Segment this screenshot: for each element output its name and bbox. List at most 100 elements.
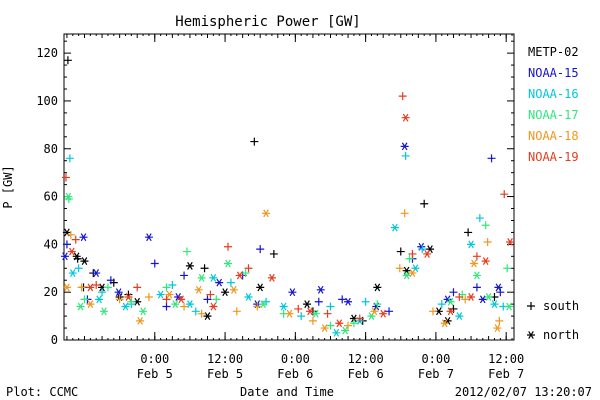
noaa-15-north-point [316,285,325,294]
noaa-19-north-point [86,283,95,292]
noaa-16-south-point [297,312,306,321]
metp-02-north-point [203,312,212,321]
metp-02-south-point [269,249,278,258]
noaa-17-south-point [182,247,191,256]
noaa-16-north-point [121,302,130,311]
noaa-17-south-point [212,295,221,304]
noaa-17-north-point [76,302,85,311]
noaa-17-south-point [80,295,89,304]
x-tick-time: 12:00 [488,352,524,366]
y-tick-label: 80 [44,142,58,156]
noaa-18-south-point [253,302,262,311]
plot-credit: Plot: CCMC [6,385,78,399]
noaa-19-south-point [223,242,232,251]
legend-south-marker [527,302,535,310]
noaa-15-south-point [338,295,347,304]
noaa-15-north-point [60,252,69,261]
legend-series-label: NOAA-17 [528,108,579,122]
noaa-19-south-point [71,235,80,244]
legend-marker-label: south [543,299,579,313]
noaa-15-south-point [203,295,212,304]
y-tick-label: 20 [44,285,58,299]
noaa-16-north-point [156,290,165,299]
noaa-15-south-point [180,271,189,280]
legend-series-label: NOAA-15 [528,66,579,80]
x-tick-date: Feb 5 [207,367,243,381]
noaa-19-south-point [455,292,464,301]
noaa-18-south-point [400,209,409,218]
noaa-19-north-point [401,113,410,122]
noaa-15-north-point [478,295,487,304]
noaa-17-north-point [402,271,411,280]
noaa-19-north-point [235,271,244,280]
noaa-15-north-point [344,297,353,306]
noaa-16-south-point [74,264,83,273]
noaa-17-north-point [341,326,350,335]
noaa-18-south-point [144,292,153,301]
x-tick-time: 0:00 [421,352,450,366]
metp-02-south-point [63,56,72,65]
metp-02-south-point [200,264,209,273]
noaa-18-south-point [77,283,86,292]
noaa-16-north-point [455,312,464,321]
metp-02-south-point [464,228,473,237]
noaa-18-south-point [308,316,317,325]
noaa-15-north-point [144,233,153,242]
noaa-17-south-point [373,300,382,309]
noaa-19-south-point [398,92,407,101]
noaa-18-south-point [395,264,404,273]
noaa-15-north-point [400,142,409,151]
noaa-18-north-point [493,324,502,332]
metp-02-north-point [303,300,312,309]
noaa-19-south-point [162,295,171,304]
noaa-19-north-point [506,238,515,246]
noaa-18-north-point [440,319,449,328]
noaa-18-north-point [86,300,95,309]
y-tick-label: 60 [44,190,58,204]
plot-timestamp: 2012/02/07 13:20:07 [455,385,592,399]
noaa-19-north-point [267,273,276,282]
metp-02-north-point [72,252,81,261]
noaa-17-south-point [349,319,358,328]
metp-02-south-point [396,247,405,256]
noaa-16-south-point [65,154,74,163]
noaa-15-south-point [472,283,481,292]
noaa-19-south-point [355,314,364,323]
metp-02-south-point [250,137,259,146]
noaa-17-south-point [162,283,171,292]
noaa-19-north-point [481,257,490,266]
noaa-17-north-point [139,307,148,316]
noaa-15-south-point [449,288,458,297]
legend-series-label: NOAA-19 [528,150,579,164]
noaa-19-north-point [209,302,218,311]
legend: METP-02 NOAA-15 NOAA-16 NOAA-17 NOAA-18 NOAA-… [527,45,579,342]
x-tick-time: 12:00 [207,352,243,366]
noaa-18-north-point [262,209,271,218]
noaa-18-north-point [165,290,174,299]
noaa-18-south-point [66,230,75,239]
noaa-17-north-point [472,271,481,280]
noaa-17-north-point [197,273,206,282]
noaa-15-north-point [215,278,224,287]
metp-02-north-point [185,261,194,270]
x-tick-date: Feb 7 [488,367,524,381]
noaa-16-south-point [326,302,335,311]
noaa-19-north-point [67,247,76,256]
noaa-16-south-point [98,288,107,297]
noaa-15-south-point [106,276,115,285]
noaa-15-south-point [150,259,159,268]
metp-02-south-point [420,199,429,208]
noaa-17-north-point [367,312,376,321]
noaa-19-north-point [335,319,344,328]
noaa-15-north-point [92,269,101,277]
noaa-17-north-point [505,302,514,311]
noaa-17-south-point [481,221,490,230]
noaa-16-north-point [185,300,194,309]
noaa-19-south-point [408,249,417,258]
noaa-15-south-point [62,240,71,249]
data-points [60,56,515,337]
noaa-18-north-point [136,316,145,325]
noaa-17-north-point [223,259,232,268]
x-tick-time: 0:00 [140,352,169,366]
